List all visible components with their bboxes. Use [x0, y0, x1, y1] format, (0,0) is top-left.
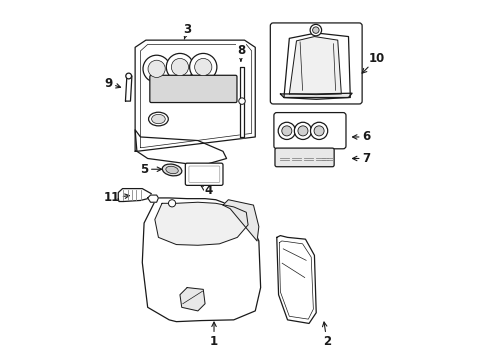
Ellipse shape	[165, 166, 178, 174]
Text: 8: 8	[236, 44, 244, 61]
Circle shape	[309, 24, 321, 36]
Text: 10: 10	[361, 51, 385, 73]
Polygon shape	[135, 40, 255, 151]
Text: 9: 9	[104, 77, 121, 90]
Ellipse shape	[148, 112, 168, 126]
Ellipse shape	[151, 114, 165, 124]
Polygon shape	[142, 198, 260, 321]
Circle shape	[294, 122, 311, 139]
Polygon shape	[280, 93, 351, 99]
Circle shape	[310, 122, 327, 139]
Text: 11: 11	[103, 192, 129, 204]
Ellipse shape	[162, 164, 182, 176]
Polygon shape	[276, 235, 316, 323]
Circle shape	[238, 98, 244, 104]
Polygon shape	[118, 189, 151, 202]
Polygon shape	[135, 130, 226, 166]
Circle shape	[168, 200, 175, 207]
Text: 5: 5	[140, 163, 161, 176]
Circle shape	[281, 126, 291, 136]
Polygon shape	[284, 33, 349, 98]
Polygon shape	[289, 37, 341, 95]
Ellipse shape	[125, 73, 131, 79]
Circle shape	[312, 27, 319, 33]
Polygon shape	[125, 76, 132, 101]
Circle shape	[194, 58, 211, 76]
Circle shape	[189, 53, 217, 81]
Circle shape	[313, 126, 324, 136]
Circle shape	[171, 58, 188, 76]
Polygon shape	[147, 195, 158, 202]
Polygon shape	[155, 202, 247, 245]
Text: 7: 7	[352, 152, 370, 165]
FancyBboxPatch shape	[273, 113, 346, 149]
Circle shape	[297, 126, 307, 136]
Polygon shape	[223, 200, 258, 241]
Circle shape	[278, 122, 295, 139]
Text: 1: 1	[209, 322, 218, 348]
FancyBboxPatch shape	[185, 163, 223, 185]
Polygon shape	[180, 288, 204, 311]
FancyBboxPatch shape	[188, 166, 219, 183]
Text: 4: 4	[201, 184, 212, 197]
Text: 6: 6	[352, 130, 370, 144]
FancyBboxPatch shape	[270, 23, 362, 104]
FancyBboxPatch shape	[149, 75, 237, 103]
Text: 2: 2	[322, 322, 330, 348]
Circle shape	[148, 60, 165, 77]
FancyBboxPatch shape	[274, 148, 333, 167]
Polygon shape	[239, 67, 244, 137]
Text: 3: 3	[183, 23, 191, 39]
Circle shape	[142, 55, 170, 82]
Circle shape	[166, 53, 193, 81]
